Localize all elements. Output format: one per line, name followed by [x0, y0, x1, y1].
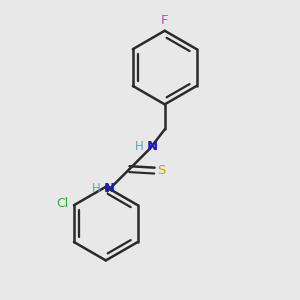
Text: H: H [134, 140, 143, 153]
Text: N: N [104, 182, 115, 195]
Text: F: F [161, 14, 169, 27]
Text: Cl: Cl [56, 197, 69, 210]
Text: S: S [158, 164, 166, 177]
Text: N: N [147, 140, 158, 153]
Text: H: H [92, 182, 100, 195]
